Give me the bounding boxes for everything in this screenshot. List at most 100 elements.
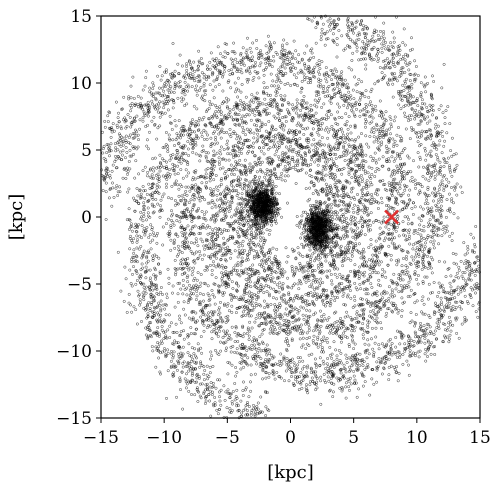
data-point bbox=[303, 269, 307, 273]
data-point bbox=[385, 311, 389, 315]
data-point bbox=[436, 172, 440, 176]
data-point bbox=[329, 101, 333, 105]
data-point bbox=[178, 380, 182, 384]
data-point bbox=[208, 399, 211, 403]
data-point bbox=[287, 293, 291, 297]
data-point bbox=[132, 305, 136, 309]
data-point bbox=[240, 71, 244, 75]
data-point bbox=[239, 99, 242, 103]
data-point bbox=[398, 44, 402, 48]
data-point bbox=[138, 127, 141, 131]
data-point bbox=[378, 144, 382, 148]
data-point bbox=[352, 358, 356, 362]
data-point bbox=[139, 210, 143, 214]
data-point bbox=[358, 114, 362, 118]
data-point bbox=[116, 154, 120, 158]
data-point bbox=[454, 252, 458, 256]
data-point bbox=[425, 254, 429, 258]
data-point bbox=[343, 141, 347, 144]
data-point bbox=[204, 130, 208, 134]
data-point bbox=[222, 228, 226, 232]
data-point bbox=[273, 317, 277, 321]
data-point bbox=[232, 145, 236, 149]
data-point bbox=[372, 156, 375, 160]
data-point bbox=[226, 302, 230, 306]
data-point bbox=[228, 191, 231, 195]
data-point bbox=[272, 325, 276, 329]
data-point bbox=[283, 379, 286, 383]
data-point bbox=[171, 106, 175, 110]
data-point bbox=[166, 144, 170, 148]
data-point bbox=[362, 329, 366, 333]
data-point bbox=[118, 185, 122, 189]
data-point bbox=[192, 266, 196, 270]
data-point bbox=[134, 308, 138, 312]
data-point bbox=[473, 245, 477, 249]
data-point bbox=[316, 263, 320, 267]
data-point bbox=[386, 299, 390, 303]
data-point bbox=[141, 185, 145, 188]
data-point bbox=[368, 273, 372, 277]
data-point bbox=[241, 125, 245, 129]
data-point bbox=[342, 187, 346, 191]
data-point bbox=[325, 337, 329, 340]
data-point bbox=[412, 339, 416, 343]
data-point bbox=[437, 107, 441, 111]
data-point bbox=[310, 51, 314, 55]
data-point bbox=[439, 308, 443, 312]
data-point bbox=[460, 322, 464, 326]
data-point bbox=[335, 70, 339, 73]
data-point bbox=[347, 103, 350, 107]
data-point bbox=[474, 225, 478, 228]
data-point bbox=[128, 115, 132, 119]
data-point bbox=[183, 144, 187, 148]
data-point bbox=[132, 196, 135, 200]
data-point bbox=[327, 157, 331, 161]
data-point bbox=[230, 172, 233, 176]
data-point bbox=[222, 148, 226, 151]
data-point bbox=[445, 229, 449, 233]
data-point bbox=[255, 91, 259, 95]
data-point bbox=[168, 336, 172, 339]
data-point bbox=[351, 186, 355, 190]
data-point bbox=[208, 60, 212, 64]
data-point bbox=[429, 235, 433, 239]
data-point bbox=[277, 176, 281, 180]
data-point bbox=[356, 157, 360, 161]
data-point bbox=[305, 101, 309, 105]
data-point bbox=[194, 143, 198, 147]
data-point bbox=[212, 112, 216, 116]
data-point bbox=[377, 114, 381, 118]
data-point bbox=[445, 328, 449, 332]
data-point bbox=[258, 263, 262, 267]
data-point bbox=[219, 209, 223, 213]
data-point bbox=[331, 128, 335, 131]
data-point bbox=[284, 369, 288, 373]
data-point bbox=[209, 166, 213, 170]
data-point bbox=[259, 61, 263, 65]
data-point bbox=[413, 59, 417, 63]
data-point bbox=[101, 189, 105, 193]
data-point bbox=[127, 187, 131, 191]
data-point bbox=[104, 158, 108, 162]
data-point bbox=[466, 244, 470, 248]
data-point bbox=[315, 386, 319, 390]
data-point bbox=[342, 203, 346, 207]
data-point bbox=[397, 192, 401, 196]
data-point bbox=[250, 93, 254, 97]
data-point bbox=[218, 329, 222, 333]
data-point bbox=[155, 254, 159, 258]
data-point bbox=[237, 103, 241, 107]
data-point bbox=[190, 85, 194, 89]
data-point bbox=[219, 340, 222, 344]
data-point bbox=[180, 64, 184, 68]
data-point bbox=[395, 79, 399, 83]
data-point bbox=[394, 371, 398, 375]
data-point bbox=[306, 126, 310, 130]
data-point bbox=[178, 334, 182, 338]
data-point bbox=[344, 353, 348, 357]
data-point bbox=[285, 260, 289, 264]
data-point bbox=[152, 169, 156, 173]
data-point bbox=[380, 245, 384, 249]
data-point bbox=[173, 258, 177, 262]
